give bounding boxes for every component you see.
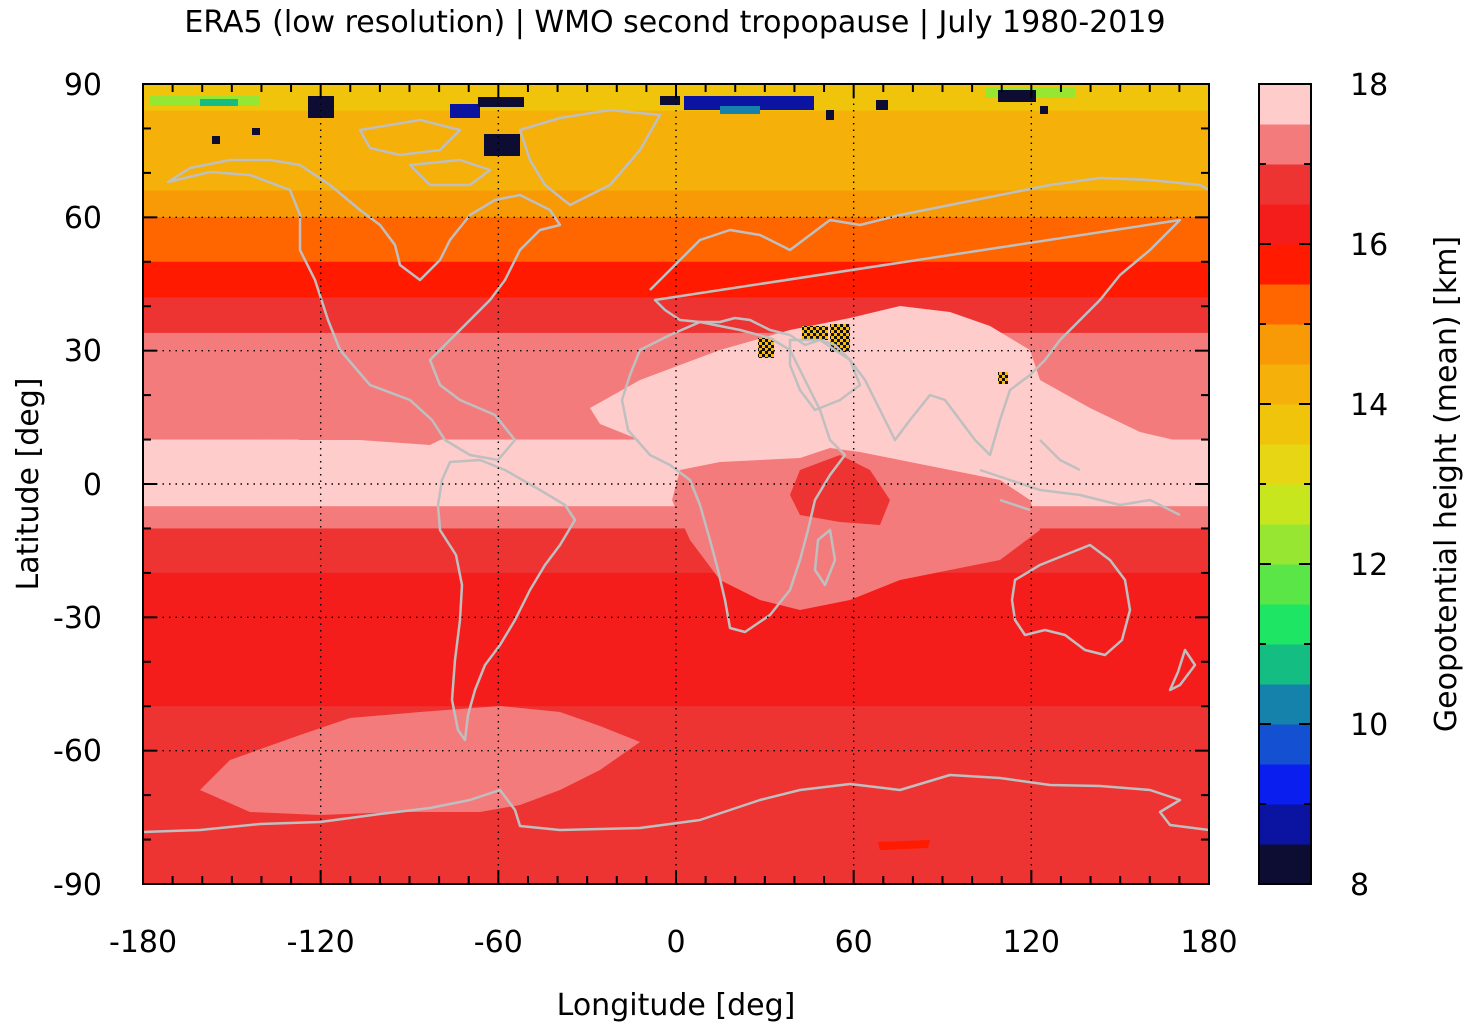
x-tick-label: -60: [474, 925, 523, 960]
coastline-arctic-islands: [358, 118, 492, 187]
colorbar-swatch: [1259, 444, 1311, 485]
y-tick-label: -60: [53, 734, 102, 769]
y-axis-label: Latitude [deg]: [11, 378, 46, 591]
zonal-band: [143, 572, 1209, 618]
colorbar-label: Geopotential height (mean) [km]: [1429, 236, 1464, 732]
y-tick-label: 30: [64, 334, 102, 369]
y-tick-label: -90: [53, 868, 102, 903]
colorbar-swatch: [1259, 484, 1311, 525]
coastline-arabia: [788, 338, 862, 412]
colorbar-tick-label: 8: [1350, 868, 1369, 903]
colorbar-swatch: [1259, 724, 1311, 765]
x-tick-labels: -180 -120 -60 0 60 120 180: [109, 925, 1238, 960]
zonal-band: [143, 528, 1209, 574]
x-tick-label: 180: [1180, 925, 1237, 960]
antarctic-coast-patch: [878, 840, 930, 850]
colorbar-swatch: [1259, 164, 1311, 205]
colorbar-swatch: [1259, 364, 1311, 405]
colorbar-swatch: [1259, 604, 1311, 645]
colorbar-ticks: [1259, 83, 1311, 885]
colorbar-swatch: [1259, 684, 1311, 725]
x-tick-label: 120: [1003, 925, 1060, 960]
x-axis-label: Longitude [deg]: [557, 988, 796, 1023]
arctic-low-patch: [200, 99, 238, 106]
arctic-low-patch: [450, 104, 480, 118]
coastline-south-america: [436, 458, 577, 742]
asian-monsoon-maximum: [590, 306, 1209, 478]
arctic-low-patch: [826, 110, 834, 120]
coastline-maritime-continent: [979, 439, 1181, 517]
colorbar-swatch: [1259, 764, 1311, 805]
missing-data-marker: [802, 326, 828, 340]
y-tick-label: -30: [53, 601, 102, 636]
africa-pink-region: [672, 448, 1040, 610]
coastline-africa: [620, 320, 847, 634]
colorbar-swatch: [1259, 204, 1311, 245]
arctic-low-patch: [308, 96, 334, 118]
y-tick-label: 60: [64, 201, 102, 236]
arctic-low-patches: [150, 88, 1075, 156]
arctic-low-patch: [1040, 106, 1048, 114]
colorbar-swatch: [1259, 324, 1311, 365]
colorbar: [1259, 84, 1311, 885]
arctic-low-patch: [660, 96, 680, 105]
southern-pink-region: [200, 706, 640, 815]
colorbar-swatch: [1259, 804, 1311, 845]
coastline-new-zealand: [1168, 648, 1197, 692]
chart-title: ERA5 (low resolution) | WMO second tropo…: [184, 5, 1165, 40]
coastline-greenland: [518, 108, 662, 207]
regional-features: [200, 306, 1209, 850]
zonal-band: [143, 297, 1209, 334]
map-plot: [143, 84, 1209, 884]
colorbar-swatch: [1259, 124, 1311, 165]
arctic-low-patch: [720, 106, 760, 114]
arctic-low-patch: [478, 97, 524, 107]
missing-data-markers: [758, 324, 1008, 384]
x-tick-label: -180: [109, 925, 177, 960]
colorbar-swatch: [1259, 524, 1311, 565]
x-tick-label: 0: [666, 925, 685, 960]
colorbar-tick-label: 18: [1350, 68, 1388, 103]
missing-data-marker: [998, 372, 1008, 384]
colorbar-swatch: [1259, 564, 1311, 605]
y-tick-labels: 90 60 30 0 -30 -60 -90: [53, 68, 102, 903]
arctic-low-patch: [484, 134, 520, 156]
arctic-low-patch: [212, 136, 220, 144]
zonal-band: [143, 150, 1209, 192]
colorbar-swatch: [1259, 244, 1311, 285]
coastlines: [143, 108, 1209, 834]
colorbar-swatch: [1259, 644, 1311, 685]
zonal-band: [143, 217, 1209, 263]
y-tick-label: 0: [83, 468, 102, 503]
colorbar-tick-labels: 18 16 14 12 10 8: [1350, 68, 1388, 903]
y-tick-label: 90: [64, 68, 102, 103]
coastline-madagascar: [813, 528, 837, 587]
arctic-low-patch: [876, 100, 888, 110]
arctic-low-patch: [998, 90, 1036, 102]
zonal-band: [143, 506, 1209, 530]
eastern-pacific-pink-region: [250, 385, 470, 445]
missing-data-marker: [758, 338, 774, 358]
colorbar-swatch: [1259, 84, 1311, 125]
zonal-band: [143, 661, 1209, 707]
x-tick-label: -120: [287, 925, 355, 960]
coastline-australia: [1010, 543, 1132, 657]
colorbar-tick-label: 14: [1350, 388, 1388, 423]
colorbar-swatch: [1259, 284, 1311, 325]
colorbar-swatch: [1259, 844, 1311, 885]
colorbar-tick-label: 16: [1350, 228, 1388, 263]
colorbar-swatch: [1259, 404, 1311, 445]
indian-ocean-red-patch: [790, 455, 890, 525]
arctic-low-patch: [684, 96, 814, 110]
colorbar-tick-label: 10: [1350, 708, 1388, 743]
coastline-europe-asia: [649, 176, 1209, 457]
coastline-antarctica: [143, 773, 1209, 834]
x-tick-label: 60: [835, 925, 873, 960]
colorbar-tick-label: 12: [1350, 548, 1388, 583]
coastline-north-america: [166, 158, 562, 462]
arctic-low-patch: [252, 128, 260, 135]
minor-ticks: [142, 83, 1210, 885]
grid-lines: [143, 84, 1209, 884]
